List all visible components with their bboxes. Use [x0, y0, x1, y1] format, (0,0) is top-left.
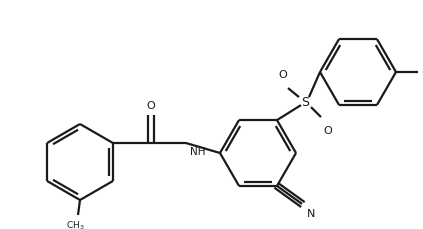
Text: CH$_3$: CH$_3$	[66, 220, 84, 229]
Text: O: O	[279, 70, 287, 80]
Text: S: S	[301, 95, 309, 109]
Text: N: N	[307, 209, 316, 219]
Text: NH: NH	[190, 147, 206, 157]
Text: CH$_3$: CH$_3$	[422, 66, 423, 78]
Text: O: O	[324, 126, 332, 136]
Text: O: O	[146, 101, 155, 111]
